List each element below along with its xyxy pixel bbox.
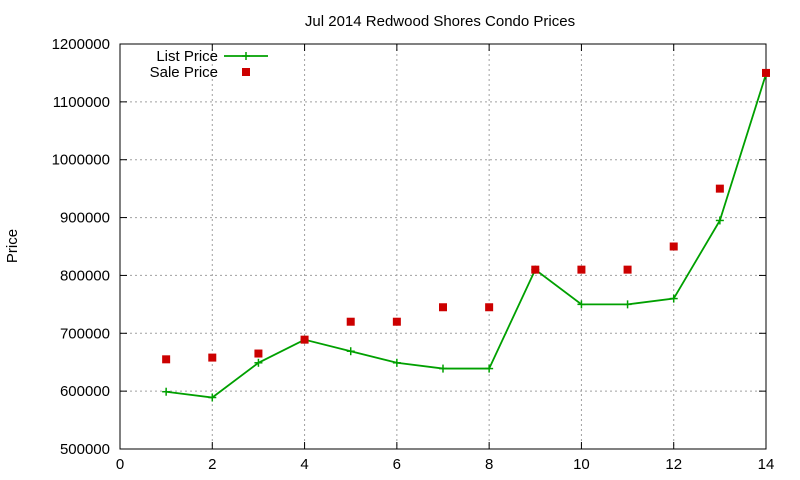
legend-label: List Price xyxy=(156,48,218,65)
x-tick-label: 2 xyxy=(208,456,216,473)
series xyxy=(162,68,770,402)
y-axis-label: Price xyxy=(4,229,21,263)
x-tick-label: 14 xyxy=(758,456,775,473)
list-price-point xyxy=(715,216,724,225)
x-tick-label: 12 xyxy=(665,456,682,473)
y-tick-label: 1100000 xyxy=(53,94,110,111)
sale-price-point xyxy=(162,355,171,364)
axis-ticks: 500000 600000 700000 800000 900000 1000000 110… xyxy=(52,36,775,473)
sale-price-point xyxy=(439,303,447,312)
list-price-point xyxy=(392,358,401,367)
list-price-point xyxy=(669,294,678,303)
legend-marker-list-price xyxy=(242,52,250,60)
sale-price-point xyxy=(254,349,263,358)
legend-label: Sale Price xyxy=(150,64,218,81)
grid xyxy=(120,44,766,449)
list-price-point xyxy=(577,300,586,309)
list-price-point xyxy=(208,393,217,402)
x-tick-label: 8 xyxy=(485,456,493,473)
sale-price-point xyxy=(623,265,632,274)
sale-price-point xyxy=(762,68,770,77)
x-tick-label: 4 xyxy=(300,456,308,473)
y-tick-label: 800000 xyxy=(60,267,110,284)
y-tick-label: 1000000 xyxy=(52,152,110,169)
sale-price-point xyxy=(392,317,401,326)
y-tick-label: 1200000 xyxy=(52,36,110,53)
sale-price-point xyxy=(208,353,217,362)
sale-price-point xyxy=(300,335,309,344)
legend-marker-sale-price xyxy=(242,68,250,76)
list-price-point xyxy=(623,300,632,309)
y-tick-label: 900000 xyxy=(60,210,110,227)
list-price-point xyxy=(254,358,263,367)
sale-price-point xyxy=(485,303,494,312)
y-tick-label: 700000 xyxy=(60,325,110,342)
list-price-point xyxy=(162,387,171,396)
sale-price-point xyxy=(531,265,540,274)
sale-price-point xyxy=(346,317,355,326)
x-tick-label: 10 xyxy=(573,456,590,473)
x-tick-label: 0 xyxy=(116,456,124,473)
list-price-line xyxy=(166,73,767,399)
list-price-point xyxy=(346,347,355,356)
sale-price-point xyxy=(715,184,724,193)
y-tick-label: 600000 xyxy=(60,383,110,400)
chart-title: Jul 2014 Redwood Shores Condo Prices xyxy=(305,13,575,30)
plot-frame xyxy=(119,43,767,450)
list-price-point xyxy=(439,364,447,373)
list-price-point xyxy=(485,364,494,373)
sale-price-point xyxy=(669,242,678,251)
y-tick-label: 500000 xyxy=(60,441,110,458)
x-tick-label: 6 xyxy=(393,456,401,473)
sale-price-point xyxy=(577,265,586,274)
